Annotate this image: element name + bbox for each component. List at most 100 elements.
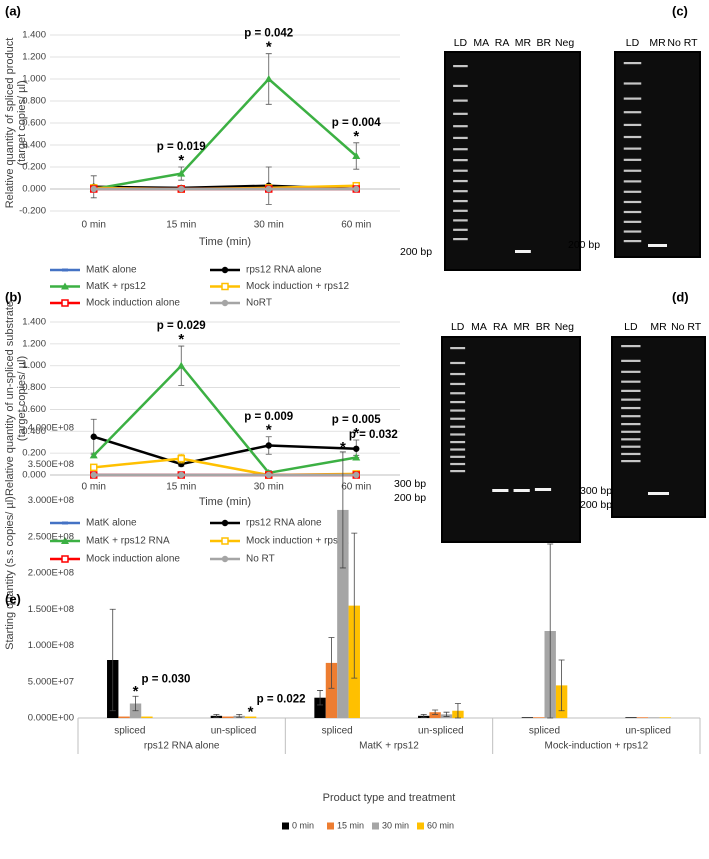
legend-label: MatK + rps12: [86, 281, 146, 292]
ladder-band: [450, 455, 466, 458]
data-point: [353, 471, 360, 479]
legend-label: NoRT: [246, 298, 272, 309]
lane-label: MR: [515, 37, 532, 49]
legend-label: Mock induction + rps12: [246, 536, 350, 547]
data-point: [177, 454, 185, 463]
ladder-band: [621, 345, 641, 348]
ladder-band: [623, 200, 642, 204]
y-tick-label: 1.000: [22, 360, 46, 371]
ladder-band: [450, 382, 466, 386]
p-value: p = 0.004: [332, 117, 382, 129]
ladder-band: [450, 400, 466, 404]
legend-marker: [61, 555, 69, 563]
error-bar: [317, 690, 324, 706]
y-tick-label: 2.000E+08: [28, 568, 74, 579]
x-tick-label: spliced: [322, 726, 353, 737]
x-tick-label: 0 min: [82, 220, 106, 231]
legend-label: 0 min: [292, 820, 314, 830]
legend-marker: [61, 299, 69, 307]
ladder-band: [623, 210, 642, 214]
ladder-band: [621, 389, 641, 392]
series-line: [92, 363, 357, 475]
ladder-band: [450, 433, 466, 436]
bar: [314, 697, 326, 718]
legend-swatch: [282, 822, 289, 830]
x-tick-label: 60 min: [341, 220, 371, 231]
x-axis-label: Time (min): [199, 236, 251, 248]
lane-label: MR: [650, 321, 667, 333]
dna-band: [534, 488, 552, 491]
y-tick-label: 0.600: [22, 404, 46, 415]
ladder-band: [450, 409, 466, 412]
ladder-band: [623, 220, 642, 223]
data-point: [264, 75, 273, 82]
ladder-band: [453, 125, 468, 128]
ladder-band: [621, 398, 641, 401]
y-tick-label: 0.000: [22, 184, 46, 195]
ladder-band: [453, 99, 468, 102]
ladder-band: [623, 169, 642, 172]
x-tick-label: 15 min: [166, 482, 196, 493]
significance-star: *: [266, 422, 272, 439]
group-label: rps12 RNA alone: [144, 741, 220, 752]
legend-marker: [62, 268, 68, 272]
p-value: p = 0.032: [349, 429, 398, 441]
p-value: p = 0.019: [157, 141, 206, 153]
error-bar: [443, 711, 450, 717]
ladder-band: [450, 392, 466, 395]
legend-label: MatK alone: [86, 265, 137, 276]
y-tick-label: 0.600: [22, 118, 46, 129]
bar: [636, 717, 649, 718]
y-tick-label: 5.000E+07: [28, 676, 74, 687]
p-value: p = 0.022: [257, 694, 306, 706]
bar: [337, 509, 349, 718]
legend-swatch: [417, 822, 424, 830]
p-value: p = 0.029: [157, 320, 206, 332]
legend-marker: [61, 282, 69, 290]
ladder-band: [450, 372, 466, 376]
series-line: [93, 435, 357, 466]
legend-label: 15 min: [337, 820, 364, 830]
legend-marker: [221, 519, 229, 527]
y-axis-label: (target copies/ µl): [16, 80, 28, 165]
ladder-band: [450, 361, 466, 365]
bar: [244, 716, 257, 718]
data-point: [178, 185, 185, 193]
y-tick-label: 1.400: [22, 30, 46, 41]
ladder-band: [621, 445, 641, 448]
error-bar: [339, 451, 346, 569]
group-label: Mock-induction + rps12: [544, 741, 648, 752]
ladder-band: [621, 359, 641, 362]
bar: [429, 712, 441, 718]
y-tick-label: 0.800: [22, 382, 46, 393]
significance-star: *: [340, 439, 346, 456]
legend-label: MatK alone: [86, 518, 137, 529]
legend-marker: [221, 537, 229, 545]
data-point: [178, 460, 185, 468]
lane-label: MA: [473, 37, 489, 49]
legend-marker: [221, 282, 229, 291]
bar: [659, 717, 671, 718]
ladder-band: [453, 219, 468, 222]
ladder-band: [453, 159, 468, 162]
ladder-band: [453, 112, 468, 115]
legend-marker: [221, 266, 229, 274]
series-line: [93, 77, 358, 191]
dna-band: [492, 489, 509, 492]
legend-label: Mock induction alone: [86, 298, 180, 309]
legend-marker: [221, 299, 229, 307]
lane-label: No RT: [671, 321, 702, 333]
ladder-band: [453, 199, 468, 203]
y-tick-label: 4.000E+08: [28, 423, 74, 434]
y-tick-label: 0.200: [22, 448, 46, 459]
bar: [141, 716, 153, 718]
legend-label: MatK + rps12 RNA: [86, 536, 170, 547]
ladder-band: [623, 240, 642, 243]
size-marker: 200 bp: [394, 492, 426, 504]
ladder-band: [453, 190, 468, 193]
ladder-band: [623, 230, 642, 233]
y-tick-label: 1.400: [22, 317, 46, 328]
data-point: [90, 433, 97, 440]
ladder-band: [621, 460, 641, 463]
ladder-band: [453, 179, 468, 183]
